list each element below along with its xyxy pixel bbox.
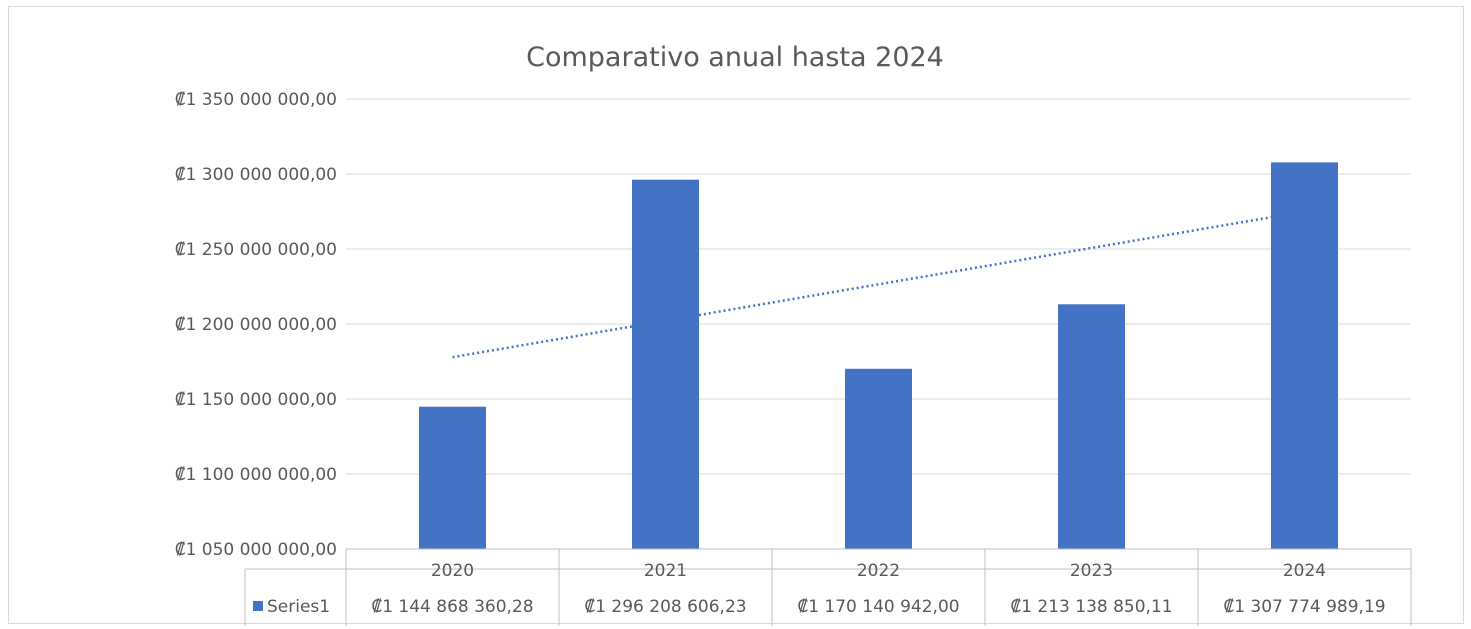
data-table-value: ₡1 170 140 942,00: [797, 597, 959, 617]
bar: [1271, 162, 1338, 549]
x-category-label: 2022: [857, 561, 900, 581]
trendline-path: [452, 210, 1305, 359]
data-table: 2020 2021 2022 2023 2024 Series1 ₡1 144 868 36…: [244, 548, 1412, 626]
legend-swatch: [253, 601, 263, 611]
gridlines: [346, 98, 1411, 475]
y-tick-label: ₡1 300 000 000,00: [175, 165, 337, 185]
bars: [419, 162, 1338, 550]
bar: [845, 368, 912, 549]
y-tick-label: ₡1 050 000 000,00: [175, 540, 337, 560]
x-category-label: 2023: [1070, 561, 1113, 581]
bar: [632, 179, 699, 550]
data-table-value: ₡1 296 208 606,23: [584, 597, 746, 617]
chart-title: Comparativo anual hasta 2024: [526, 42, 944, 73]
x-category-label: 2020: [431, 561, 474, 581]
data-table-value: ₡1 213 138 850,11: [1010, 597, 1172, 617]
y-tick-label: ₡1 250 000 000,00: [175, 240, 337, 260]
bar: [419, 406, 486, 549]
y-tick-label: ₡1 350 000 000,00: [175, 90, 337, 110]
y-tick-label: ₡1 100 000 000,00: [175, 465, 337, 485]
y-axis-tick-labels: ₡1 050 000 000,00 ₡1 100 000 000,00 ₡1 150…: [175, 90, 337, 560]
data-table-value: ₡1 144 868 360,28: [371, 597, 533, 617]
bar: [1058, 304, 1125, 549]
x-category-label: 2024: [1283, 561, 1326, 581]
data-table-value: ₡1 307 774 989,19: [1223, 597, 1385, 617]
legend-series-name: Series1: [267, 597, 330, 617]
trendline: [452, 210, 1305, 359]
y-tick-label: ₡1 200 000 000,00: [175, 315, 337, 335]
x-category-label: 2021: [644, 561, 687, 581]
y-tick-label: ₡1 150 000 000,00: [175, 390, 337, 410]
chart-frame: [8, 6, 1464, 624]
